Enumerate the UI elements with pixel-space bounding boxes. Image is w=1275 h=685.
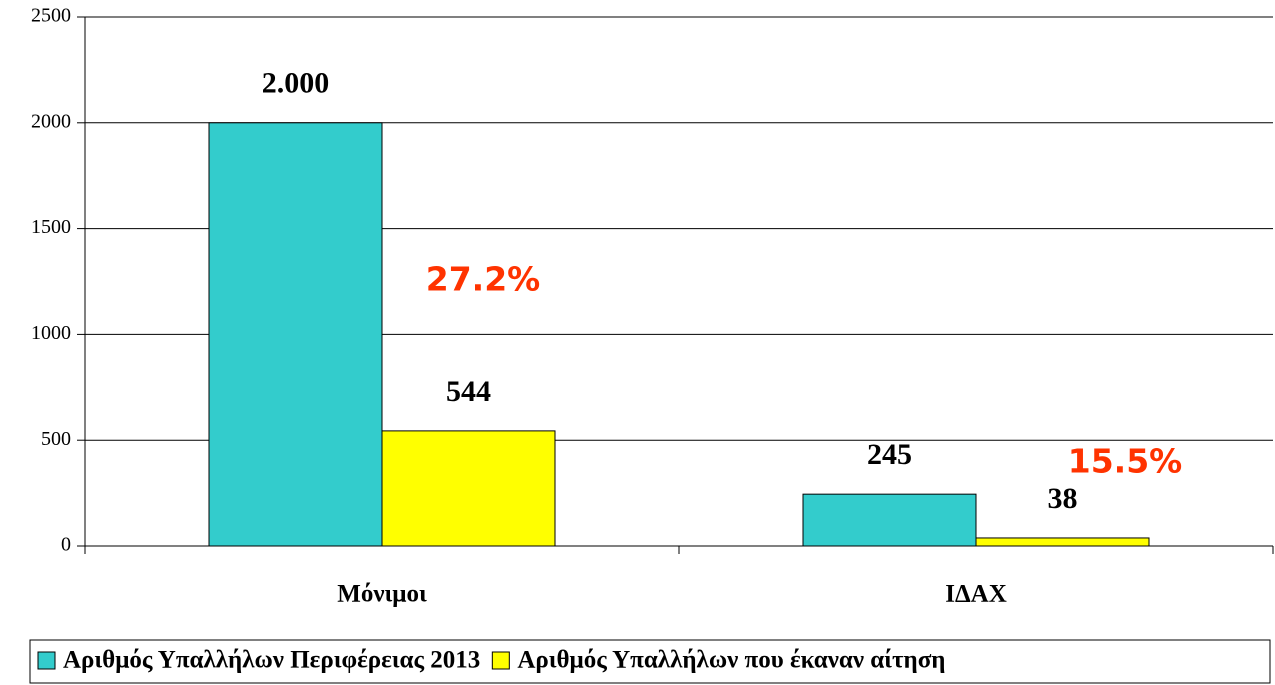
value-label: 544 — [446, 375, 491, 408]
y-tick-label: 500 — [41, 428, 71, 450]
legend-swatch — [37, 651, 56, 670]
value-label: 38 — [1048, 482, 1078, 515]
value-label: 2.000 — [262, 67, 330, 100]
value-label: 245 — [867, 438, 912, 471]
annotation: 27.2% — [426, 260, 541, 299]
annotation: 15.5% — [1068, 442, 1183, 481]
bar — [802, 493, 977, 547]
y-tick-label: 2000 — [31, 110, 71, 132]
y-tick-label: 0 — [61, 534, 71, 556]
x-tick-label: Μόνιμοι — [337, 581, 427, 608]
bar — [975, 537, 1150, 547]
legend-label: Αριθμός Υπαλλήλων Περιφέρειας 2013 — [63, 647, 480, 674]
legend-swatch — [491, 651, 510, 670]
y-tick-label: 1000 — [31, 322, 71, 344]
legend-label: Αριθμός Υπαλλήλων που έκαναν αίτηση — [517, 647, 945, 674]
x-tick-label: ΙΔΑΧ — [945, 581, 1007, 608]
bar — [381, 430, 556, 547]
legend-box — [29, 639, 1271, 684]
y-tick-label: 1500 — [31, 216, 71, 238]
y-tick-label: 2500 — [31, 5, 71, 27]
bar — [208, 122, 383, 547]
